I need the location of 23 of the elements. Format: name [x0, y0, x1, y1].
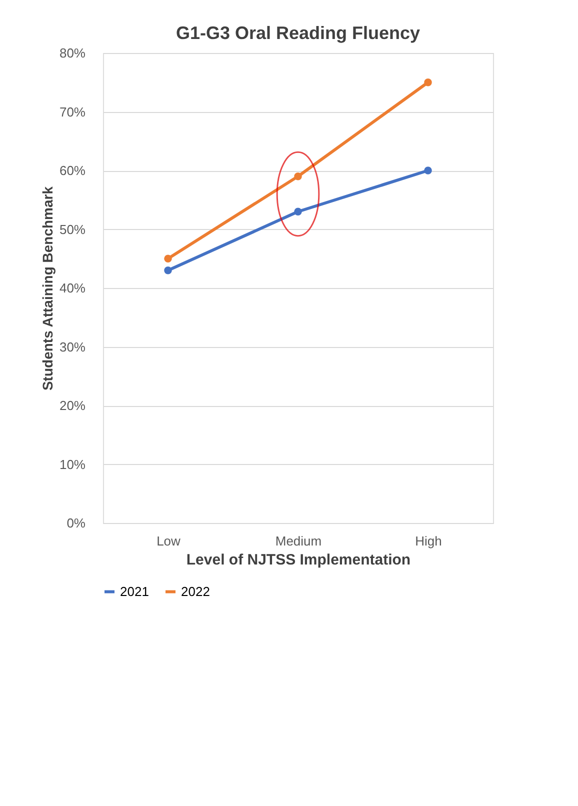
y-axis-title: Students Attaining Benchmark [39, 186, 56, 391]
y-tick-label: 10% [59, 456, 86, 472]
x-tick-label: High [415, 534, 442, 548]
point [424, 78, 432, 86]
legend-label: 2022 [181, 584, 210, 599]
point [294, 172, 302, 180]
point [294, 208, 302, 216]
y-tick-label: 0% [66, 516, 86, 530]
x-axis-title: Level of NJTSS Implementation [186, 552, 411, 568]
point [164, 254, 172, 262]
point [164, 266, 172, 274]
point [424, 166, 432, 174]
legend-label: 2021 [120, 584, 149, 599]
y-tick-label: 50% [59, 222, 86, 237]
x-tick-label: Low [156, 534, 182, 548]
y-tick-label: 40% [59, 280, 86, 296]
y-tick-label: 70% [59, 104, 86, 120]
y-tick-label: 60% [59, 163, 86, 178]
y-tick-label: 80% [59, 46, 86, 60]
y-tick-label: 30% [59, 339, 86, 354]
y-tick-label: 20% [59, 398, 86, 413]
x-tick-label: Medium [275, 534, 322, 548]
chart-title: G1-G3 Oral Reading Fluency [176, 23, 420, 43]
